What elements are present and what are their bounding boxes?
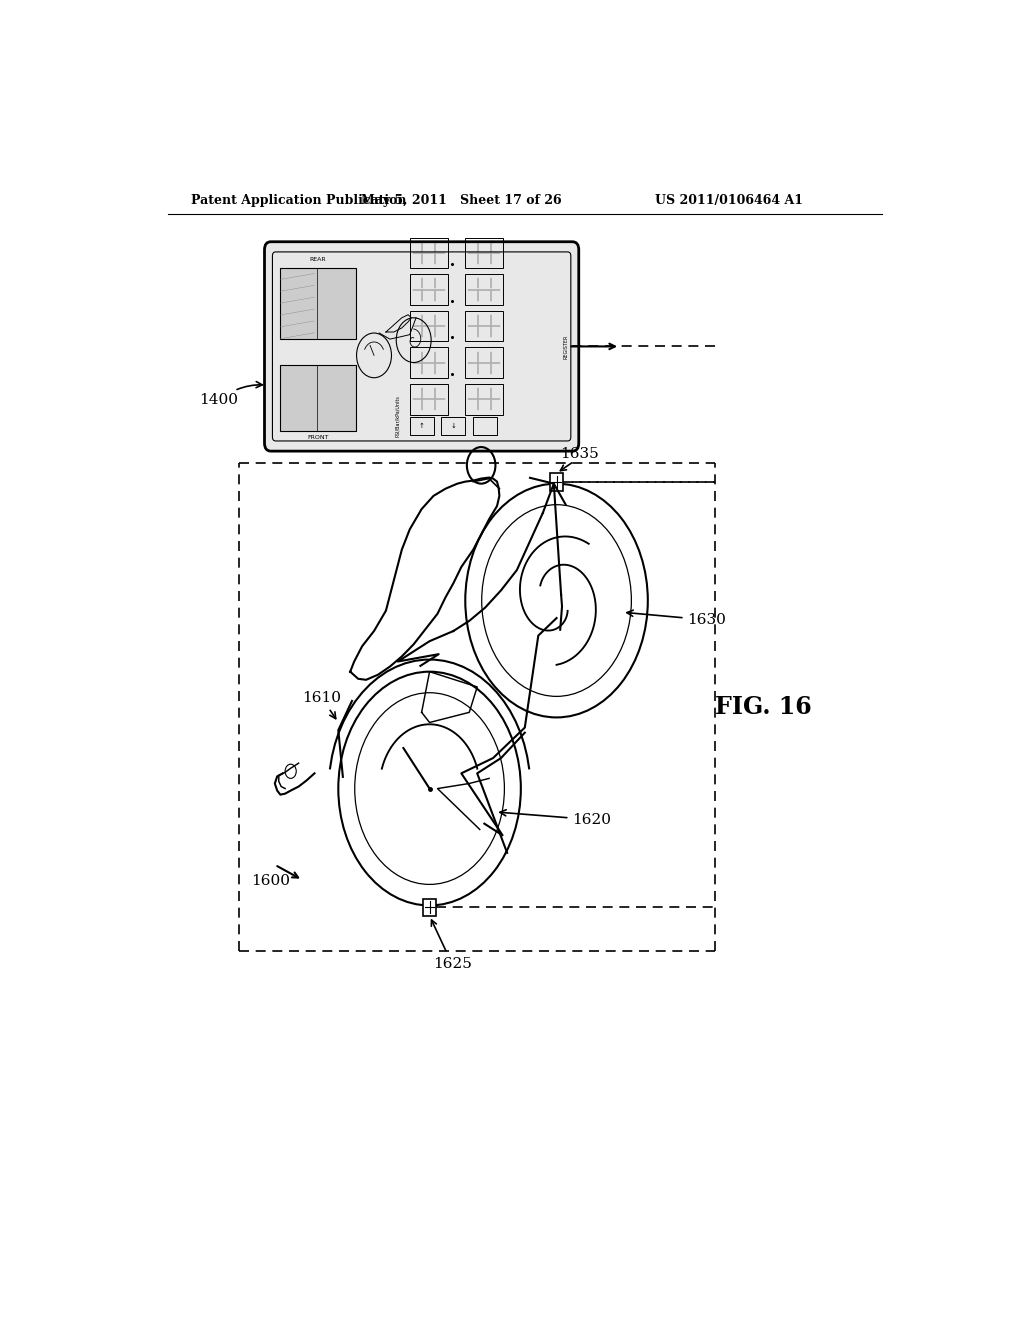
Text: 1620: 1620 [500,809,611,826]
Text: 1400: 1400 [200,381,262,408]
Bar [410,238,447,268]
Bar [281,268,355,339]
Text: May 5, 2011   Sheet 17 of 26: May 5, 2011 Sheet 17 of 26 [361,194,561,207]
Text: REAR: REAR [309,257,327,263]
Bar [410,275,447,305]
Bar [473,417,497,434]
Text: 1610: 1610 [303,692,342,718]
Text: 1635: 1635 [560,447,599,461]
Bar [410,384,447,414]
Bar [410,312,447,342]
Text: ↑: ↑ [419,422,425,429]
Bar [410,347,447,378]
Bar [465,347,504,378]
Text: US 2011/0106464 A1: US 2011/0106464 A1 [654,194,803,207]
Text: 1625: 1625 [433,957,472,972]
Bar [550,474,563,491]
Bar [281,364,355,430]
Text: Patent Application Publication: Patent Application Publication [191,194,407,207]
Text: 1600: 1600 [251,874,290,888]
Bar [410,417,433,434]
Bar [441,417,465,434]
Bar [423,899,436,916]
Bar [465,275,504,305]
Bar [465,384,504,414]
Text: PSI/Bar/kPa/Units: PSI/Bar/kPa/Units [395,395,400,437]
Text: 1630: 1630 [627,610,726,627]
Text: FRONT: FRONT [307,434,329,440]
FancyBboxPatch shape [264,242,579,451]
Text: ↓: ↓ [451,422,457,429]
Text: FIG. 16: FIG. 16 [715,696,811,719]
Bar [465,238,504,268]
Text: REGISTER: REGISTER [563,334,568,359]
Bar [465,312,504,342]
